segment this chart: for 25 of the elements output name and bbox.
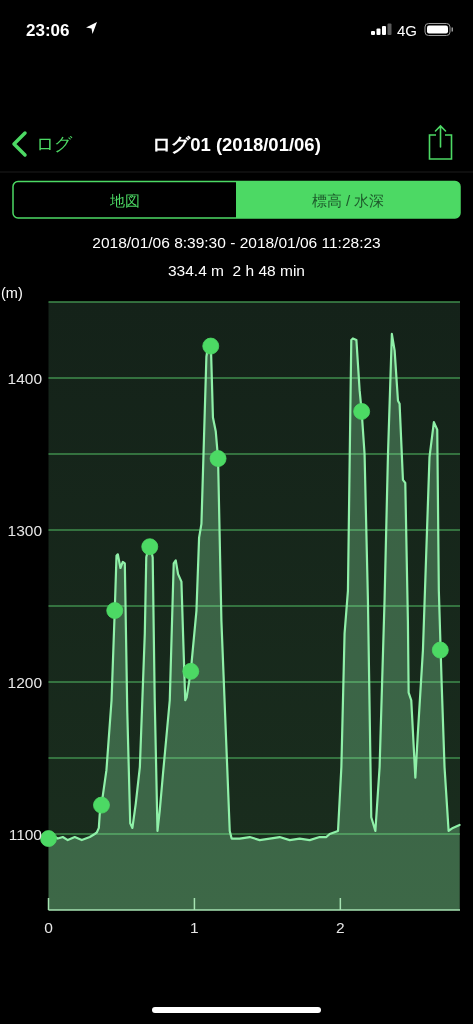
y-tick-label: 1100 <box>8 825 43 843</box>
chart-subtitle: 2018/01/06 8:39:30 - 2018/01/06 11:28:23 <box>92 233 381 251</box>
point <box>106 602 124 619</box>
y-axis-title: (m) <box>1 285 23 301</box>
point <box>141 538 159 556</box>
point <box>209 450 227 467</box>
point <box>40 830 57 847</box>
text: 23:06 <box>26 20 70 40</box>
point <box>353 403 371 420</box>
y-tick-label: 1300 <box>7 521 43 539</box>
y-tick-label: 1200 <box>7 673 43 691</box>
x-tick-label: 1 <box>190 918 199 936</box>
point <box>182 662 200 680</box>
text: 地図 <box>108 191 140 209</box>
y-tick-label: 1400 <box>7 369 43 387</box>
text: ログ <box>36 134 73 154</box>
point <box>431 641 449 659</box>
point <box>202 337 220 355</box>
text: 標高 / 水深 <box>311 191 385 209</box>
point <box>93 796 110 814</box>
text: 334.4 m 2 h 48 min <box>168 261 305 279</box>
text: 4G <box>397 21 418 39</box>
x-tick-label: 2 <box>336 918 345 936</box>
x-tick-label: 0 <box>44 918 54 936</box>
chart-title: ログ01 (2018/01/06) <box>152 133 321 155</box>
